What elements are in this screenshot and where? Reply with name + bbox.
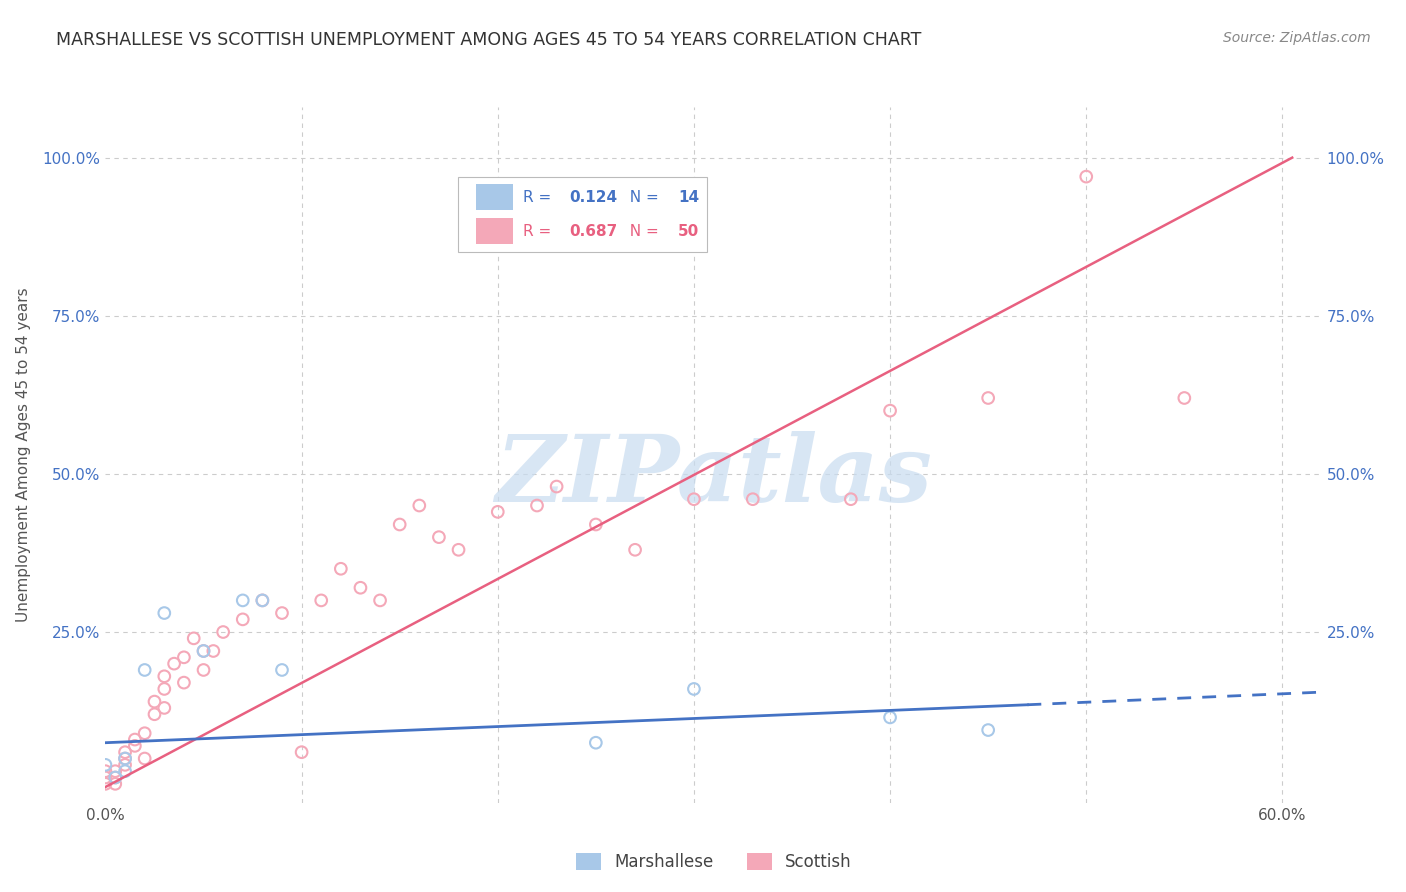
Point [546, 479, 568, 493]
Point [104, 764, 127, 779]
Point [839, 492, 862, 507]
Point [134, 726, 156, 740]
Y-axis label: Unemployment Among Ages 45 to 54 years: Unemployment Among Ages 45 to 54 years [17, 287, 31, 623]
Point [291, 745, 314, 759]
Point [94, 757, 117, 772]
Text: R =: R = [523, 190, 555, 204]
Point [114, 751, 136, 765]
FancyBboxPatch shape [458, 177, 707, 252]
Point [447, 542, 470, 557]
Point [585, 517, 607, 532]
Point [368, 593, 391, 607]
Point [212, 625, 235, 640]
Point [486, 505, 509, 519]
Point [977, 723, 1000, 737]
Text: R =: R = [523, 224, 555, 239]
Point [114, 757, 136, 772]
Text: N =: N = [620, 224, 664, 239]
Point [153, 701, 176, 715]
Text: ZIPatlas: ZIPatlas [495, 431, 932, 521]
Point [309, 593, 332, 607]
Point [1076, 169, 1098, 184]
Point [153, 606, 176, 620]
Text: Source: ZipAtlas.com: Source: ZipAtlas.com [1223, 31, 1371, 45]
Point [202, 644, 225, 658]
Point [114, 764, 136, 779]
Point [94, 777, 117, 791]
Point [408, 499, 430, 513]
Point [163, 657, 186, 671]
Point [879, 710, 901, 724]
Point [114, 751, 136, 765]
Point [114, 745, 136, 759]
Point [193, 644, 215, 658]
Point [134, 751, 156, 765]
Text: 14: 14 [678, 190, 699, 204]
Point [1173, 391, 1195, 405]
Point [683, 492, 706, 507]
Point [624, 542, 647, 557]
Point [252, 593, 274, 607]
Point [124, 739, 146, 753]
Point [585, 736, 607, 750]
Point [104, 777, 127, 791]
Point [271, 663, 294, 677]
Point [977, 391, 1000, 405]
Legend: Marshallese, Scottish: Marshallese, Scottish [569, 847, 858, 878]
Point [349, 581, 371, 595]
Point [153, 681, 176, 696]
Point [252, 593, 274, 607]
Point [173, 675, 195, 690]
Point [143, 707, 166, 722]
Point [104, 771, 127, 785]
Point [124, 732, 146, 747]
Text: 0.124: 0.124 [569, 190, 617, 204]
Text: N =: N = [620, 190, 664, 204]
Point [271, 606, 294, 620]
Point [183, 632, 205, 646]
Point [741, 492, 763, 507]
FancyBboxPatch shape [477, 218, 513, 244]
Point [173, 650, 195, 665]
Point [683, 681, 706, 696]
Point [104, 771, 127, 785]
Point [329, 562, 352, 576]
Point [427, 530, 450, 544]
Point [94, 764, 117, 779]
Text: 50: 50 [678, 224, 700, 239]
Point [388, 517, 411, 532]
Point [193, 644, 215, 658]
Point [193, 663, 215, 677]
Point [879, 403, 901, 417]
Point [134, 663, 156, 677]
Point [143, 695, 166, 709]
Point [94, 771, 117, 785]
Text: MARSHALLESE VS SCOTTISH UNEMPLOYMENT AMONG AGES 45 TO 54 YEARS CORRELATION CHART: MARSHALLESE VS SCOTTISH UNEMPLOYMENT AMO… [56, 31, 921, 49]
Point [526, 499, 548, 513]
Point [153, 669, 176, 683]
Text: 0.687: 0.687 [569, 224, 617, 239]
Point [232, 612, 254, 626]
FancyBboxPatch shape [477, 184, 513, 211]
Point [232, 593, 254, 607]
